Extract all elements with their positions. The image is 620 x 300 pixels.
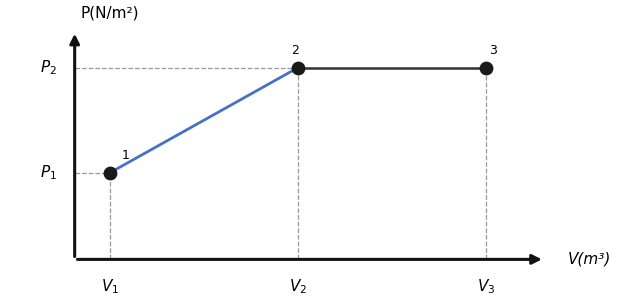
Text: 2: 2 [291,44,299,57]
Text: 3: 3 [489,44,497,57]
Text: $V_3$: $V_3$ [477,278,495,296]
Point [481,65,491,70]
Text: $V_2$: $V_2$ [289,278,307,296]
Text: $P_1$: $P_1$ [40,164,57,182]
Text: 1: 1 [122,149,130,162]
Text: P(N/m²): P(N/m²) [81,5,139,20]
Text: V(m³): V(m³) [568,252,611,267]
Text: $V_1$: $V_1$ [101,278,119,296]
Point [293,65,303,70]
Text: $P_2$: $P_2$ [40,58,57,77]
Point [105,170,115,175]
